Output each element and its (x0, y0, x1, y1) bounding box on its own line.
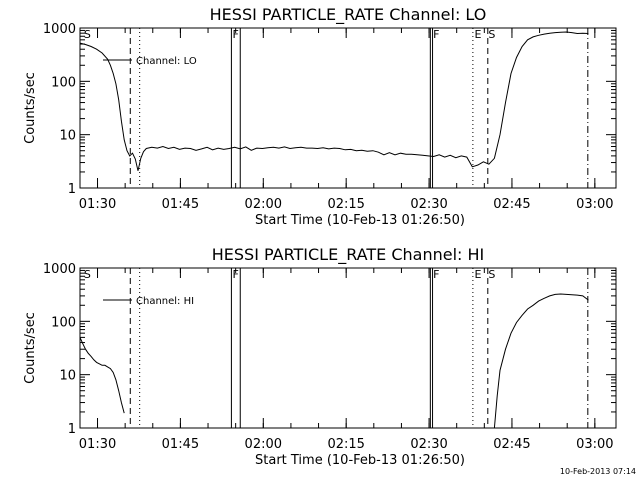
y-tick-label: 10 (59, 129, 76, 144)
x-tick-label: 02:00 (245, 437, 282, 452)
event-marker: S (84, 28, 91, 41)
x-tick-label: 02:30 (410, 437, 447, 452)
chart-title: HESSI PARTICLE_RATE Channel: LO (210, 5, 487, 25)
y-tick-label: 1000 (43, 262, 76, 277)
x-tick-label: 01:45 (162, 437, 199, 452)
chart-title: HESSI PARTICLE_RATE Channel: HI (212, 245, 485, 265)
event-marker: S (488, 28, 495, 41)
event-marker: F (233, 268, 239, 281)
x-tick-label: 02:15 (327, 437, 364, 452)
x-tick-label: 02:00 (245, 197, 282, 212)
event-marker: F (433, 268, 439, 281)
x-tick-label: 01:45 (162, 197, 199, 212)
x-axis-label: Start Time (10-Feb-13 01:26:50) (255, 213, 465, 228)
panel-lo: HESSI PARTICLE_RATE Channel: LO Start Tim… (23, 5, 617, 228)
y-axis-label: Counts/sec (23, 72, 38, 144)
panel-hi: HESSI PARTICLE_RATE Channel: HI Start Tim… (23, 245, 617, 468)
event-marker: S (84, 268, 91, 281)
event-marker: F (433, 28, 439, 41)
y-tick-label: 1000 (43, 22, 76, 37)
y-tick-label: 100 (51, 75, 76, 90)
series-line (79, 31, 589, 171)
x-tick-label: 02:45 (493, 437, 530, 452)
series-line (493, 293, 589, 429)
x-tick-label: 03:00 (576, 197, 613, 212)
timestamp: 10-Feb-2013 07:14 (560, 467, 636, 476)
x-tick-label: 03:00 (576, 437, 613, 452)
y-tick-label: 100 (51, 315, 76, 330)
event-marker: F (233, 28, 239, 41)
y-tick-label: 1 (68, 422, 76, 437)
legend-label: Channel: LO (136, 56, 197, 67)
legend-label: Channel: HI (136, 296, 194, 307)
event-marker: S (488, 268, 495, 281)
x-tick-label: 01:30 (79, 437, 116, 452)
x-tick-label: 02:30 (410, 197, 447, 212)
x-axis-label: Start Time (10-Feb-13 01:26:50) (255, 453, 465, 468)
plot-frame (79, 27, 617, 189)
series-line (79, 337, 125, 414)
event-marker: E (475, 28, 482, 41)
y-tick-label: 10 (59, 369, 76, 384)
event-marker: E (475, 268, 482, 281)
x-tick-label: 02:15 (327, 197, 364, 212)
x-tick-label: 01:30 (79, 197, 116, 212)
y-axis-label: Counts/sec (23, 312, 38, 384)
x-tick-label: 02:45 (493, 197, 530, 212)
y-tick-label: 1 (68, 182, 76, 197)
plot-frame (79, 267, 617, 429)
